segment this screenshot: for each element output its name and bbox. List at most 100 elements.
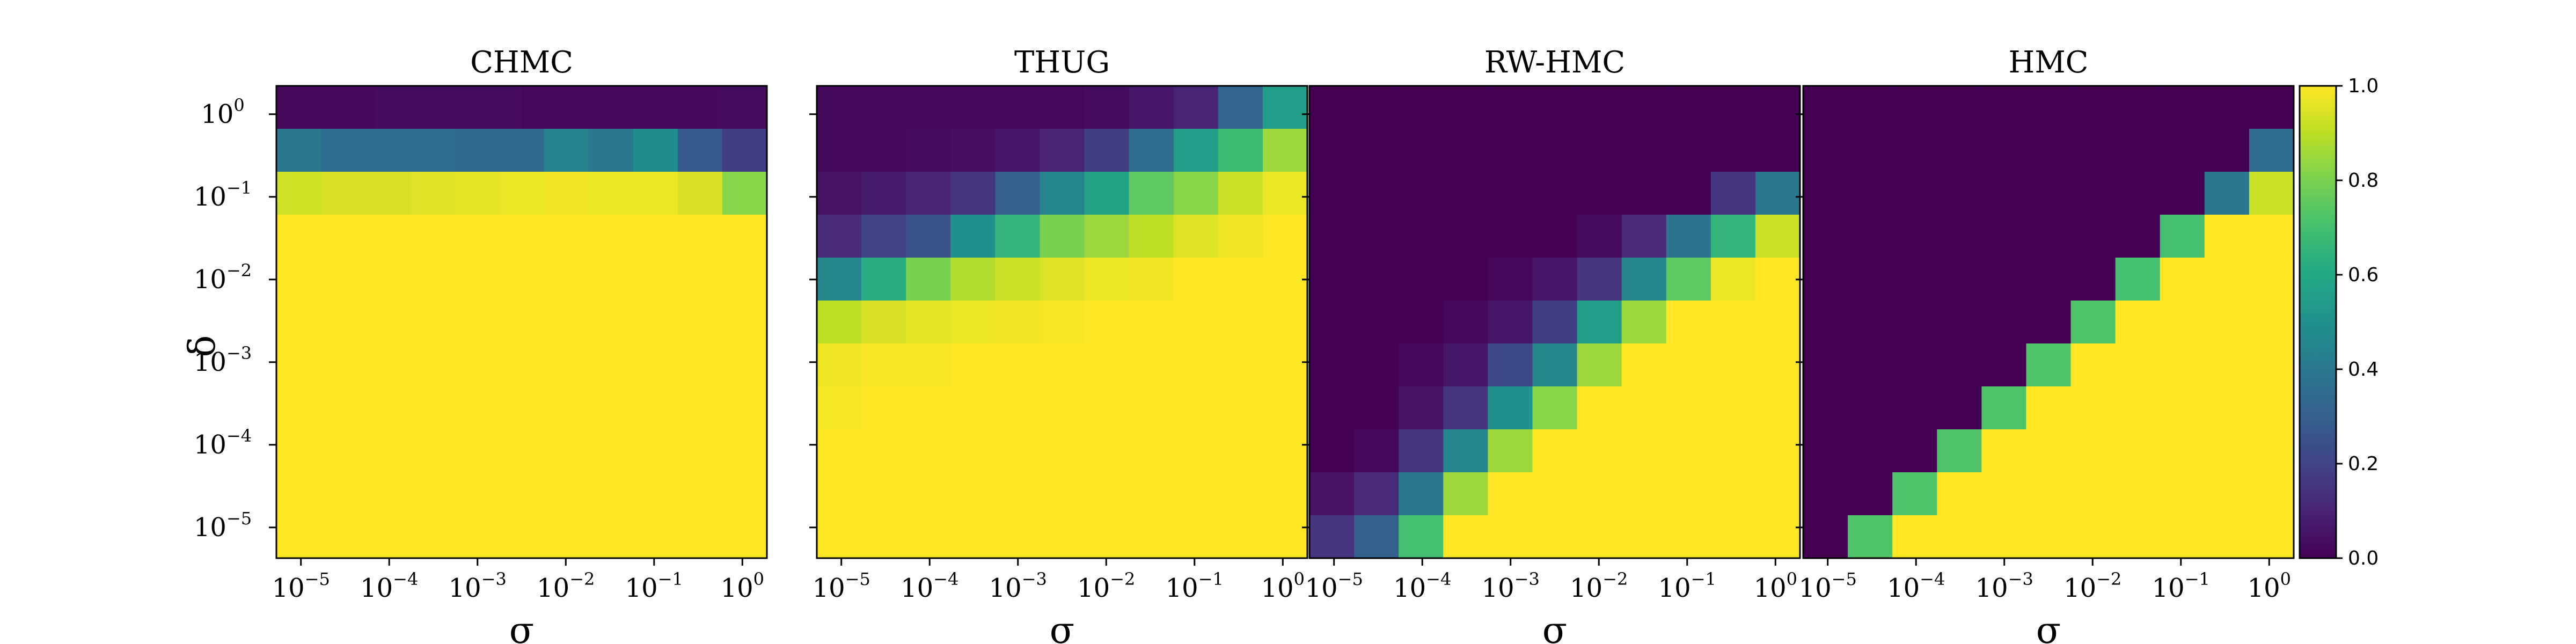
heatmap-cell — [950, 472, 996, 516]
heatmap-cell — [1488, 129, 1533, 172]
colorbar-tick-label: 0.6 — [2348, 264, 2379, 286]
heatmap-cell — [455, 129, 500, 172]
heatmap-cell — [677, 386, 723, 430]
heatmap-cell — [499, 215, 545, 258]
heatmap-cell — [2115, 343, 2161, 387]
heatmap-cell — [455, 386, 500, 430]
heatmap-cell — [1577, 172, 1622, 215]
heatmap-cell — [276, 301, 321, 344]
heatmap-cell — [1803, 472, 1848, 516]
x-tick-label: 10−4 — [360, 569, 418, 603]
heatmap-cell — [995, 343, 1041, 387]
heatmap-cell — [1309, 86, 1355, 129]
heatmap-cell — [1309, 172, 1355, 215]
heatmap-cell — [1354, 343, 1399, 387]
heatmap-cell — [1173, 86, 1219, 129]
heatmap-cell — [950, 172, 996, 215]
heatmap-cell — [499, 343, 545, 387]
heatmap-cell — [1981, 301, 2027, 344]
heatmap-cell — [1488, 386, 1533, 430]
x-tick-label: 10−3 — [1975, 569, 2033, 603]
heatmap-cell — [1755, 343, 1801, 387]
heatmap-cell — [1621, 258, 1667, 301]
heatmap-cell — [1848, 386, 1893, 430]
x-tick-label: 100 — [1754, 569, 1797, 603]
x-tick-label: 10−3 — [1482, 569, 1540, 603]
heatmap-cell — [861, 172, 906, 215]
heatmap-cell — [861, 343, 906, 387]
heatmap-cell — [677, 301, 723, 344]
heatmap-cell — [1218, 258, 1263, 301]
heatmap-cell — [995, 301, 1041, 344]
x-tick-label: 10−3 — [989, 569, 1047, 603]
heatmap-cell — [321, 472, 366, 516]
heatmap-cell — [2249, 129, 2294, 172]
heatmap-cell — [2070, 86, 2116, 129]
heatmap-cell — [2026, 386, 2072, 430]
heatmap-cell — [950, 215, 996, 258]
heatmap-cell — [1443, 172, 1489, 215]
heatmap-cell — [1532, 343, 1578, 387]
heatmap-cell — [1710, 301, 1756, 344]
x-tick-label: 10−5 — [1799, 569, 1857, 603]
heatmap-cell — [2204, 215, 2250, 258]
heatmap-cell — [455, 172, 500, 215]
heatmap-cell — [1173, 386, 1219, 430]
heatmap-cell — [906, 515, 952, 559]
heatmap-cell — [1577, 429, 1622, 473]
heatmap-cell — [1892, 301, 1938, 344]
heatmap-cell — [455, 215, 500, 258]
heatmap-cell — [1399, 429, 1444, 473]
heatmap-cell — [1173, 172, 1219, 215]
heatmap-cell — [1937, 86, 1982, 129]
heatmap-cell — [1981, 429, 2027, 473]
heatmap-cell — [1173, 429, 1219, 473]
heatmap-cell — [544, 429, 589, 473]
heatmap-cell — [2026, 472, 2072, 516]
heatmap-cell — [906, 215, 952, 258]
heatmap-cell — [2115, 515, 2161, 559]
heatmap-cell — [588, 343, 634, 387]
heatmap-cell — [2070, 215, 2116, 258]
heatmap-cell — [1488, 172, 1533, 215]
heatmap-cell — [1443, 301, 1489, 344]
heatmap-cell — [276, 86, 326, 129]
heatmap-cell — [861, 129, 906, 172]
heatmap-cell — [1309, 215, 1355, 258]
heatmap-cell — [677, 343, 723, 387]
heatmap-cell — [1129, 258, 1174, 301]
heatmap-cell — [1621, 429, 1667, 473]
heatmap-cell — [861, 258, 906, 301]
colorbar-tick-label: 0.0 — [2348, 547, 2379, 569]
heatmap-cell — [633, 258, 678, 301]
heatmap-cell — [1309, 301, 1355, 344]
heatmap-cell — [1666, 515, 1711, 559]
heatmap-cell — [2160, 386, 2205, 430]
heatmap-cell — [1129, 129, 1174, 172]
heatmap-cell — [722, 472, 767, 516]
heatmap-cell — [722, 172, 767, 215]
heatmap-cell — [1710, 172, 1756, 215]
heatmap-cell — [321, 301, 366, 344]
heatmap-cell — [2026, 215, 2072, 258]
heatmap-cell — [1577, 86, 1622, 129]
heatmap-cell — [906, 472, 952, 516]
heatmap-cell — [588, 215, 634, 258]
heatmap-cell — [2026, 429, 2072, 473]
heatmap-cell — [1129, 472, 1174, 516]
heatmap-cell — [276, 258, 321, 301]
heatmap-cell — [1173, 258, 1219, 301]
heatmap-cell — [1443, 215, 1489, 258]
heatmap-cell — [1399, 515, 1444, 559]
heatmap-cell — [455, 301, 500, 344]
x-tick-label: 10−2 — [1077, 569, 1135, 603]
heatmap-cell — [1803, 343, 1848, 387]
heatmap-cell — [1218, 172, 1263, 215]
heatmap-cell — [321, 215, 366, 258]
heatmap-cell — [1084, 215, 1130, 258]
y-tick-label: 10−2 — [194, 260, 252, 295]
heatmap-cell — [2115, 215, 2161, 258]
heatmap-cell — [1354, 386, 1399, 430]
heatmap-cell — [861, 386, 906, 430]
heatmap-cell — [544, 172, 589, 215]
